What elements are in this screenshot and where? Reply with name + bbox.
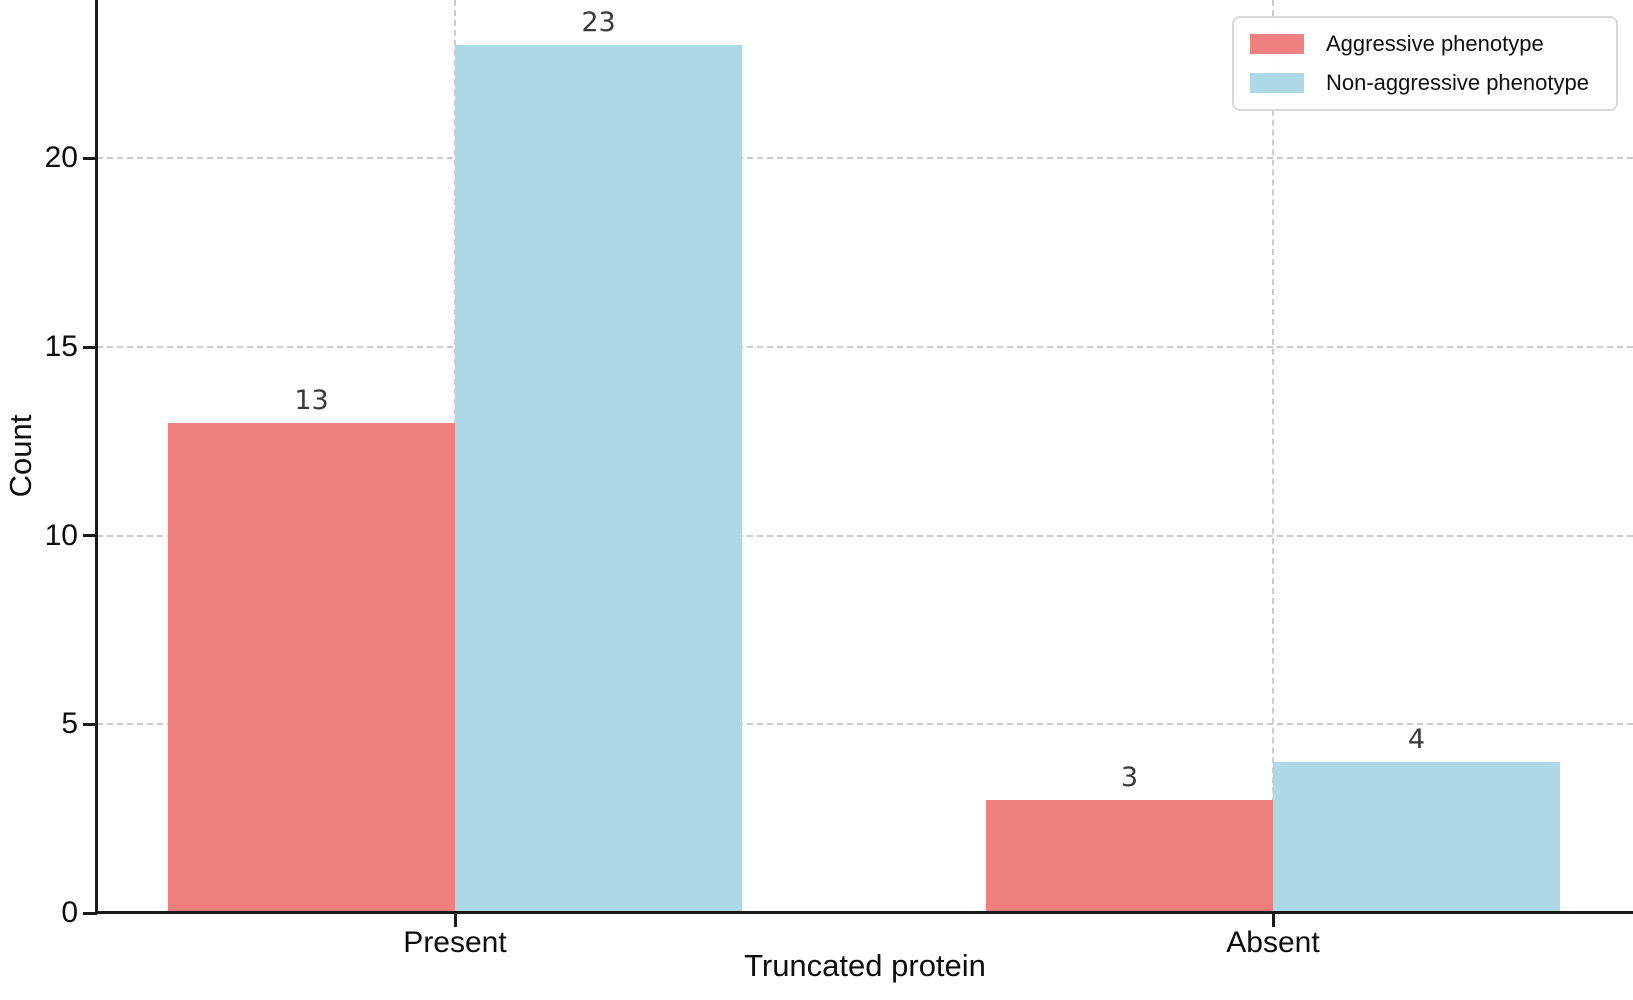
- bar-non-aggressive-phenotype-absent: [1273, 762, 1560, 913]
- y-axis-tick-label-15: 15: [44, 330, 78, 364]
- y-axis-tick-label-10: 10: [44, 518, 78, 552]
- y-axis-tick-0: [83, 911, 97, 915]
- legend-swatch-non-aggressive-phenotype: [1250, 73, 1304, 93]
- bar-non-aggressive-phenotype-present: [455, 45, 742, 913]
- x-axis-tick-label-absent: Absent: [1226, 926, 1320, 959]
- y-axis-title: Count: [3, 414, 38, 498]
- x-axis-tick-label-present: Present: [403, 926, 507, 959]
- bar-aggressive-phenotype-absent: [986, 799, 1273, 913]
- legend-item-non-aggressive-phenotype: Non-aggressive phenotype: [1250, 70, 1600, 96]
- gridline-horizontal-5: [97, 723, 1633, 726]
- legend-swatch-aggressive-phenotype: [1250, 34, 1304, 54]
- bar-value-label-aggressive-phenotype-absent: 3: [1120, 761, 1139, 793]
- gridline-horizontal-15: [97, 346, 1633, 349]
- y-axis-tick-15: [83, 345, 97, 349]
- legend-item-aggressive-phenotype: Aggressive phenotype: [1250, 31, 1600, 57]
- bar-value-label-non-aggressive-phenotype-present: 23: [581, 7, 616, 39]
- legend-label-non-aggressive-phenotype: Non-aggressive phenotype: [1326, 70, 1589, 95]
- bar-value-label-non-aggressive-phenotype-absent: 4: [1407, 724, 1426, 756]
- x-axis-tick-absent: [1271, 914, 1275, 927]
- y-axis-tick-label-20: 20: [44, 141, 78, 175]
- x-axis-title: Truncated protein: [744, 948, 986, 983]
- y-axis-tick-label-5: 5: [61, 707, 78, 741]
- y-axis-tick-label-0: 0: [61, 896, 78, 929]
- legend: Aggressive phenotype Non-aggressive phen…: [1232, 16, 1618, 111]
- y-axis-tick-20: [83, 156, 97, 160]
- x-axis-tick-present: [453, 914, 457, 927]
- bar-value-label-aggressive-phenotype-present: 13: [294, 384, 329, 416]
- y-axis-tick-5: [83, 722, 97, 726]
- x-axis-line: [95, 911, 1633, 914]
- y-axis-line: [95, 0, 98, 914]
- gridline-horizontal-20: [97, 157, 1633, 160]
- y-axis-tick-10: [83, 534, 97, 538]
- gridline-horizontal-10: [97, 534, 1633, 537]
- bar-aggressive-phenotype-present: [168, 422, 455, 913]
- legend-label-aggressive-phenotype: Aggressive phenotype: [1326, 31, 1544, 56]
- gridline-vertical-absent: [1272, 0, 1274, 913]
